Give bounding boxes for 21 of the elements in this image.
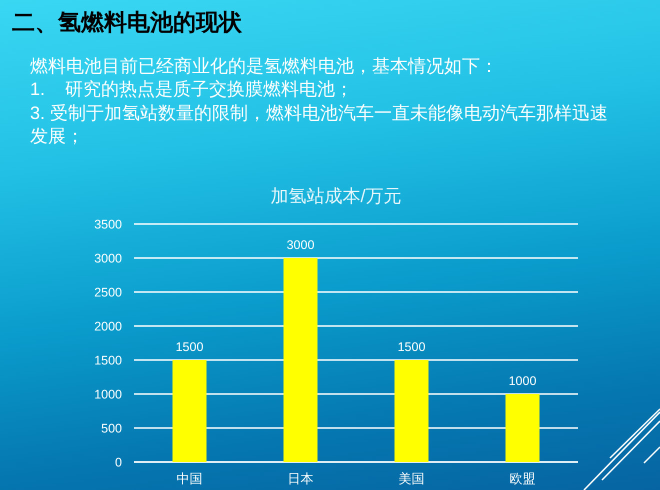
y-tick-label: 1000: [94, 388, 122, 402]
data-label: 1500: [176, 340, 204, 354]
y-tick-label: 2000: [94, 320, 122, 334]
y-tick-label: 3500: [94, 218, 122, 232]
x-tick-label: 美国: [398, 471, 424, 486]
y-tick-label: 2500: [94, 286, 122, 300]
y-tick-label: 500: [101, 422, 122, 436]
data-label: 3000: [286, 238, 314, 252]
text: 燃料电池目前已经商业化的是氢燃料电池，基本情况如下：: [30, 55, 499, 78]
text: 3. 受制于加氢站数量的限制，燃料电池汽车一直未能像电动汽车那样迅速发展；: [30, 102, 610, 148]
x-tick-label: 中国: [176, 471, 202, 486]
y-tick-label: 3000: [94, 252, 122, 266]
x-tick-label: 欧盟: [510, 471, 536, 486]
text: 1. 研究的热点是质子交换膜燃料电池；: [30, 78, 354, 102]
x-tick-label: 日本: [288, 471, 314, 486]
y-tick-label: 1500: [94, 354, 122, 368]
text: 二、氢燃料电池的现状: [12, 8, 242, 36]
data-label: 1000: [508, 374, 536, 388]
y-tick-label: 0: [115, 456, 122, 470]
data-label: 1500: [398, 340, 426, 354]
chart-title: 加氢站成本/万元: [270, 186, 402, 206]
